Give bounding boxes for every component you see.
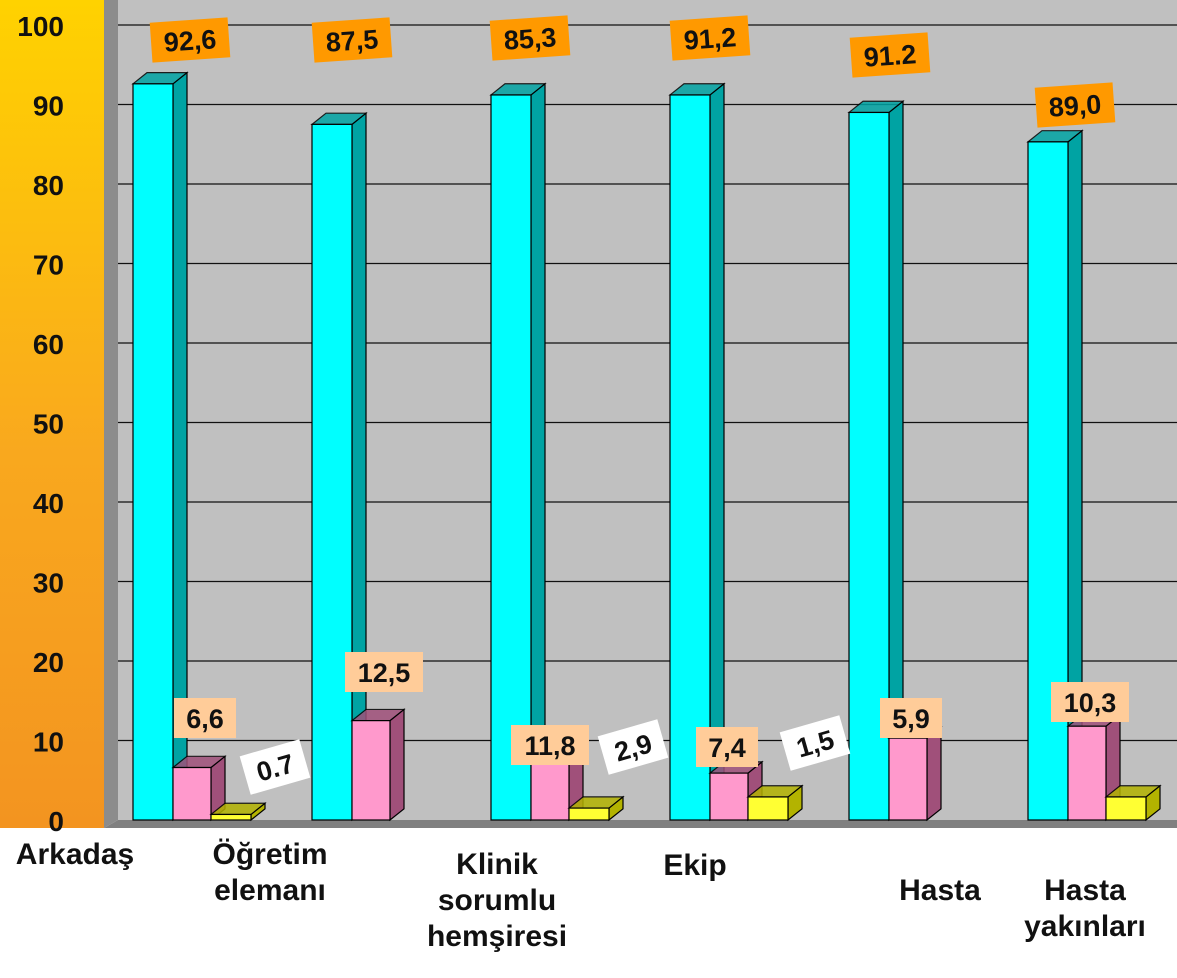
svg-text:87,5: 87,5 (325, 24, 380, 58)
svg-text:5,9: 5,9 (892, 704, 930, 734)
data-label-s3-3: 1,5 (779, 715, 851, 771)
svg-text:85,3: 85,3 (503, 22, 558, 56)
svg-text:92,6: 92,6 (163, 24, 218, 58)
bar-s1-c5 (847, 100, 905, 822)
data-label-s2-c2: 12,5 (345, 652, 423, 692)
data-label-s3-1: 0.7 (239, 739, 311, 795)
bar-s2-c5 (887, 725, 943, 822)
data-label-s1-c4: 91,2 (669, 15, 751, 61)
bar-s1-c1 (131, 71, 189, 822)
bar-s1-c2 (310, 111, 368, 822)
data-label-s1-c1: 92,6 (149, 17, 231, 63)
svg-text:10,3: 10,3 (1064, 688, 1117, 718)
y-axis-band (0, 0, 104, 828)
plot-floor (104, 820, 1177, 828)
category-label: Hasta yakınları (1024, 874, 1146, 943)
data-label-s2-c1: 6,6 (174, 698, 236, 738)
svg-text:91,2: 91,2 (683, 22, 738, 56)
y-tick-label: 50 (33, 409, 64, 440)
data-label-s1-c6: 89,0 (1034, 82, 1116, 128)
svg-text:89,0: 89,0 (1048, 89, 1103, 123)
bar-s3-c1 (209, 801, 267, 822)
category-label: Hasta (899, 874, 981, 907)
svg-text:12,5: 12,5 (358, 658, 411, 688)
plot-wall-left (104, 0, 118, 828)
y-tick-label: 60 (33, 329, 64, 360)
svg-text:6,6: 6,6 (186, 704, 224, 734)
y-tick-label: 100 (17, 11, 64, 42)
bar-s3-c4 (746, 784, 804, 822)
data-label-s2-c3: 11,8 (511, 725, 589, 765)
bar-s2-c2 (350, 708, 406, 822)
y-tick-label: 0 (48, 806, 64, 837)
data-label-s2-c5: 5,9 (880, 698, 942, 738)
data-label-s1-c5: 91.2 (849, 32, 931, 78)
svg-text:11,8: 11,8 (524, 731, 575, 761)
y-tick-label: 20 (33, 647, 64, 678)
data-label-s2-c6: 10,3 (1051, 682, 1129, 722)
svg-text:91.2: 91.2 (863, 39, 918, 73)
y-tick-label: 30 (33, 568, 64, 599)
data-label-s1-c3: 85,3 (489, 15, 571, 61)
plot-wall-back (118, 0, 1177, 820)
y-tick-label: 10 (33, 727, 64, 758)
y-tick-label: 80 (33, 170, 64, 201)
svg-text:7,4: 7,4 (708, 733, 746, 763)
category-label: Arkadaş (15, 838, 135, 871)
y-tick-label: 90 (33, 91, 64, 122)
category-label: Ekip (663, 849, 727, 882)
bar-s1-c4 (668, 82, 726, 822)
category-label: Klinik sorumlu hemşiresi (426, 848, 568, 953)
bar-s3-c6 (1104, 784, 1162, 822)
category-label: Öğretim elemanı (212, 838, 328, 907)
data-label-s1-c2: 87,5 (311, 17, 393, 63)
bar-s2-c1 (171, 755, 227, 822)
y-tick-label: 40 (33, 488, 64, 519)
y-tick-label: 70 (33, 250, 64, 281)
data-label-s2-c4: 7,4 (696, 727, 758, 767)
bar-s3-c3 (567, 795, 625, 822)
bar-s1-c3 (489, 82, 547, 822)
data-label-s3-2: 2,9 (597, 719, 669, 775)
